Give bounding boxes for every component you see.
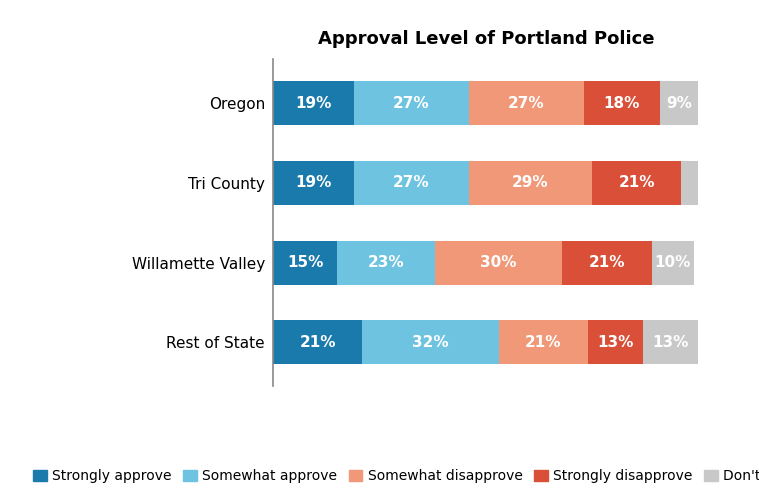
Text: 21%: 21% bbox=[525, 335, 562, 350]
Bar bbox=[562, 241, 651, 285]
Legend: Strongly approve, Somewhat approve, Somewhat disapprove, Strongly disapprove, Do: Strongly approve, Somewhat approve, Some… bbox=[33, 469, 759, 483]
Bar bbox=[584, 81, 660, 125]
Bar bbox=[660, 81, 698, 125]
Text: 32%: 32% bbox=[412, 335, 449, 350]
Bar bbox=[354, 161, 469, 205]
Bar bbox=[469, 161, 592, 205]
Text: 13%: 13% bbox=[597, 335, 634, 350]
Bar bbox=[651, 241, 694, 285]
Bar bbox=[273, 161, 354, 205]
Text: 15%: 15% bbox=[287, 255, 323, 270]
Text: 27%: 27% bbox=[393, 96, 430, 111]
Text: 21%: 21% bbox=[619, 175, 655, 191]
Text: 10%: 10% bbox=[654, 255, 691, 270]
Bar bbox=[273, 320, 363, 364]
Bar bbox=[499, 320, 587, 364]
Text: 27%: 27% bbox=[508, 96, 544, 111]
Text: 29%: 29% bbox=[512, 175, 549, 191]
Text: 27%: 27% bbox=[393, 175, 430, 191]
Text: 23%: 23% bbox=[367, 255, 405, 270]
Bar bbox=[363, 320, 499, 364]
Text: 21%: 21% bbox=[300, 335, 336, 350]
Bar bbox=[592, 161, 682, 205]
Bar bbox=[273, 241, 337, 285]
Text: 19%: 19% bbox=[295, 96, 332, 111]
Bar bbox=[337, 241, 435, 285]
Bar bbox=[354, 81, 469, 125]
Text: 13%: 13% bbox=[653, 335, 689, 350]
Bar bbox=[643, 320, 698, 364]
Text: 19%: 19% bbox=[295, 175, 332, 191]
Text: Approval Level of Portland Police: Approval Level of Portland Police bbox=[317, 30, 654, 48]
Text: 21%: 21% bbox=[589, 255, 625, 270]
Text: 18%: 18% bbox=[603, 96, 640, 111]
Bar bbox=[587, 320, 643, 364]
Text: 9%: 9% bbox=[666, 96, 692, 111]
Bar bbox=[273, 81, 354, 125]
Bar bbox=[469, 81, 584, 125]
Text: 30%: 30% bbox=[480, 255, 517, 270]
Bar bbox=[682, 161, 698, 205]
Bar bbox=[435, 241, 562, 285]
